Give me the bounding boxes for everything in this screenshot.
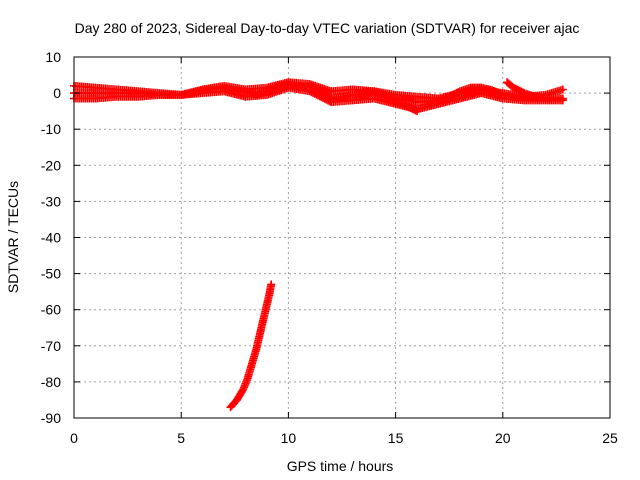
y-axis-label: SDTVAR / TECUs: [5, 181, 21, 293]
y-tick-label: -40: [41, 230, 61, 246]
grid: [74, 57, 610, 418]
data-point: [541, 94, 550, 103]
plot-area: [70, 78, 567, 412]
series-band-lower: [70, 83, 567, 114]
y-tick-label: -90: [41, 410, 61, 426]
x-tick-label: 10: [281, 430, 297, 446]
y-tick-label: -20: [41, 157, 61, 173]
data-point: [558, 96, 567, 105]
data-point: [558, 85, 567, 94]
series-drop-14h: [359, 87, 422, 116]
data-point: [413, 107, 422, 116]
x-tick-label: 15: [388, 430, 404, 446]
y-tick-label: -60: [41, 302, 61, 318]
x-tick-label: 20: [495, 430, 511, 446]
y-tick-label: 0: [53, 85, 61, 101]
y-tick-label: -10: [41, 121, 61, 137]
x-tick-label: 25: [602, 430, 618, 446]
data-point: [267, 280, 276, 289]
y-tick-label: -70: [41, 338, 61, 354]
y-tick-label: 10: [45, 49, 61, 65]
chart-title: Day 280 of 2023, Sidereal Day-to-day VTE…: [75, 20, 580, 36]
x-axis-label: GPS time / hours: [287, 458, 394, 474]
y-tick-label: -80: [41, 374, 61, 390]
y-tick-label: -50: [41, 266, 61, 282]
x-tick-label: 5: [177, 430, 185, 446]
y-tick-label: -30: [41, 193, 61, 209]
series-recovery-20h: [503, 78, 550, 103]
x-tick-label: 0: [70, 430, 78, 446]
y-axis-ticks: 10 0 -10 -20 -30 -40 -50 -60 -70 -80 -90: [41, 49, 610, 426]
x-axis-ticks: 0 5 10 15 20 25: [70, 57, 618, 446]
series-outlier-arc: [226, 280, 276, 412]
